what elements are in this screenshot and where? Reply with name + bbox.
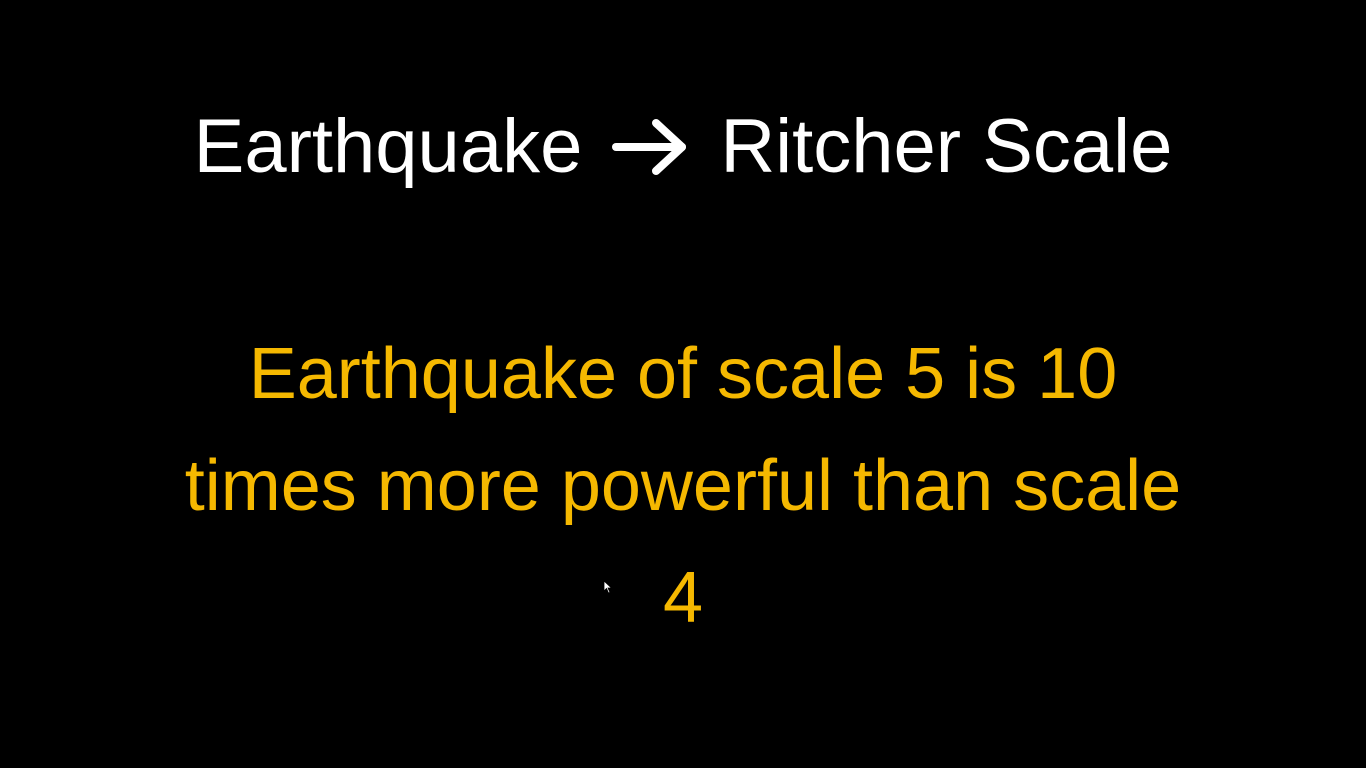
- body-line-1: Earthquake of scale 5 is 10: [248, 334, 1118, 414]
- title-left-text: Earthquake: [193, 104, 583, 189]
- title-right-text: Ritcher Scale: [720, 104, 1173, 189]
- slide-title: Earthquake Ritcher Scale: [0, 92, 1366, 202]
- right-arrow-icon: [612, 119, 687, 175]
- mouse-pointer-icon: [603, 580, 613, 594]
- body-line-3: 4: [662, 558, 704, 638]
- slide-body: Earthquake of scale 5 is 10 times more p…: [40, 318, 1326, 654]
- body-line-2: times more powerful than scale: [184, 446, 1182, 526]
